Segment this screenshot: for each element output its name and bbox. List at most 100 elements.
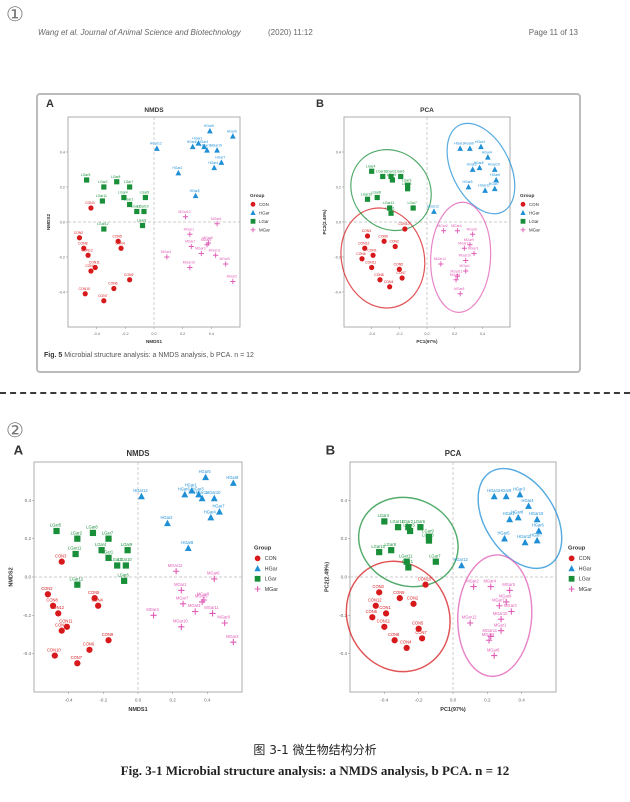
- point-lgar11: [403, 558, 410, 565]
- point-lgar6: [398, 173, 404, 180]
- point-label: LGar12: [390, 519, 404, 524]
- point-label: HGar5: [204, 124, 214, 128]
- point-label: LGar11: [96, 194, 107, 198]
- point-con4: [403, 644, 410, 652]
- point-label: CON5: [394, 262, 404, 266]
- point-con3: [376, 589, 383, 596]
- x-tick-label: 0.2: [170, 698, 177, 703]
- legend-marker-lgar: [254, 575, 261, 582]
- point-label: LGar5: [81, 173, 91, 177]
- point-label: LGar9: [422, 528, 434, 533]
- point-lgar10: [141, 208, 147, 215]
- point-hgar3: [195, 490, 203, 498]
- point-con2: [410, 600, 417, 607]
- point-mgar10: [187, 264, 193, 271]
- point-label: HGar1: [185, 482, 198, 487]
- point-label: HGar9: [464, 142, 474, 146]
- point-con11: [381, 623, 388, 630]
- point-label: MGar12: [462, 615, 477, 620]
- point-lgar9: [425, 533, 433, 540]
- point-label: CON3: [85, 201, 95, 205]
- point-lgar10: [376, 548, 383, 556]
- point-label: LGar10: [371, 544, 385, 549]
- point-mgar9: [467, 242, 473, 248]
- point-lgar4: [369, 168, 375, 174]
- legend-marker-con: [568, 555, 575, 562]
- point-con1: [88, 268, 94, 274]
- point-label: CON3: [55, 553, 67, 558]
- point-con5: [415, 625, 422, 632]
- journal-year: (2020) 11:12: [268, 28, 313, 37]
- legend-label-hgar: HGar: [579, 566, 592, 572]
- point-label: HGar3: [513, 486, 526, 491]
- point-lgar6: [121, 577, 128, 584]
- point-con11: [92, 264, 98, 271]
- point-con11: [369, 264, 375, 271]
- point-hgar2: [469, 166, 476, 172]
- dashed-divider: [0, 392, 630, 394]
- panel-letter: B: [326, 442, 336, 457]
- point-label: CON8: [46, 597, 58, 602]
- point-label: HGar6: [178, 486, 191, 491]
- point-hgar5: [202, 473, 210, 481]
- point-label: MGar1: [460, 264, 470, 268]
- legend-marker-lgar: [568, 575, 575, 582]
- point-lgar7: [105, 535, 112, 542]
- x-tick-label: 0.4: [519, 698, 526, 703]
- point-label: LGar6: [117, 573, 129, 578]
- point-hgar7: [216, 508, 223, 515]
- point-lgar3: [114, 562, 121, 569]
- point-mgar2: [230, 278, 236, 285]
- point-label: MGar9: [217, 615, 230, 620]
- point-mgar12: [173, 568, 180, 575]
- legend-title: Group: [520, 193, 534, 199]
- x-tick-label: 0.0: [151, 332, 156, 336]
- nmds-plot-original: A NMDS -0.4 -0.4 -0.2 -0.2 0.0 0.0 0.2 0.2 0.4 0.4 N…: [46, 98, 271, 344]
- confidence-ellipse-mgar: [457, 554, 533, 678]
- y-tick-label: -0.2: [58, 256, 65, 260]
- point-label: HGar3: [192, 486, 205, 491]
- point-lgar12: [74, 581, 81, 588]
- point-lgar1: [388, 210, 394, 216]
- point-label: HGar9: [499, 488, 512, 493]
- point-label: MGar9: [464, 238, 474, 242]
- point-label: HGar1: [192, 136, 202, 140]
- point-hgar8: [184, 544, 192, 552]
- point-label: MGar3: [188, 603, 201, 608]
- legend-title: Group: [568, 545, 586, 551]
- legend-title: Group: [250, 193, 264, 199]
- point-label: HGar7: [530, 532, 543, 537]
- point-label: LGar4: [95, 542, 107, 547]
- legend-marker-mgar: [250, 227, 256, 233]
- marker-one: ①: [6, 2, 24, 26]
- point-label: MGar12: [434, 257, 446, 261]
- point-label: HGar11: [517, 534, 532, 539]
- point-label: HGar12: [133, 488, 148, 493]
- point-con7: [418, 635, 426, 642]
- point-label: HGar10: [488, 163, 500, 167]
- point-hgar4: [207, 513, 215, 521]
- y-tick-label: -0.4: [334, 291, 341, 295]
- point-hgar10: [214, 147, 220, 153]
- x-tick-label: 0.2: [452, 332, 457, 336]
- point-label: CON9: [378, 234, 388, 238]
- nmds-plot-reproduction: A NMDS -0.4 -0.4 -0.2 -0.2 0.0 0.0 0.2 0.2 0.4 0.4 N…: [8, 442, 278, 713]
- point-con8: [81, 245, 87, 251]
- point-label: HGar4: [204, 509, 217, 514]
- point-mgar7: [496, 602, 503, 609]
- point-label: LGar7: [124, 180, 134, 184]
- point-lgar10: [364, 196, 371, 202]
- point-label: CON12: [81, 248, 92, 252]
- point-con3: [364, 233, 371, 239]
- point-lgar2: [405, 524, 412, 531]
- point-con6: [86, 646, 93, 653]
- point-label: HGar4: [482, 150, 492, 154]
- point-label: CON2: [41, 586, 53, 591]
- point-label: MGar5: [466, 227, 476, 231]
- point-label: LGar8: [371, 191, 381, 195]
- point-hgar12: [154, 145, 160, 151]
- point-con3: [58, 558, 65, 565]
- point-label: MGar10: [183, 261, 195, 265]
- point-label: MGar6: [482, 632, 495, 637]
- point-lgar4: [121, 194, 127, 201]
